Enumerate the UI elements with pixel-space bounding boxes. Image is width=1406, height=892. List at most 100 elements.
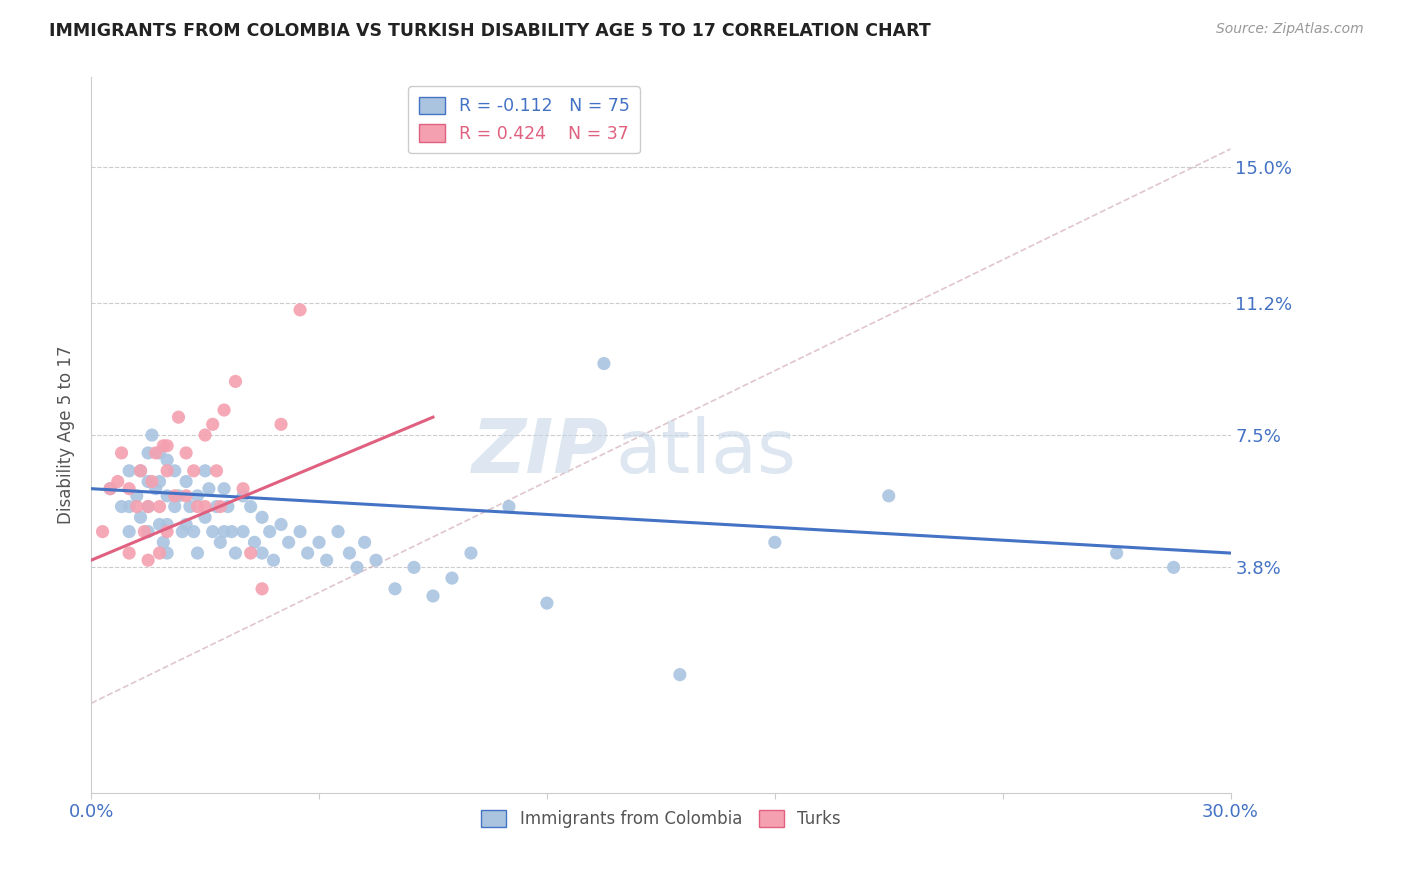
- Point: [201, 524, 224, 539]
- Text: atlas: atlas: [616, 417, 796, 490]
- Point: [212, 403, 235, 417]
- Point: [174, 517, 197, 532]
- Point: [156, 546, 179, 560]
- Point: [250, 582, 273, 596]
- Point: [172, 524, 194, 539]
- Point: [118, 482, 141, 496]
- Point: [239, 500, 262, 514]
- Point: [145, 482, 167, 496]
- Point: [212, 482, 235, 496]
- Point: [118, 524, 141, 539]
- Point: [297, 546, 319, 560]
- Point: [326, 524, 349, 539]
- Point: [136, 446, 159, 460]
- Point: [107, 475, 129, 489]
- Point: [167, 489, 190, 503]
- Point: [183, 464, 205, 478]
- Point: [243, 535, 266, 549]
- Point: [209, 535, 232, 549]
- Point: [118, 546, 141, 560]
- Point: [288, 524, 311, 539]
- Point: [174, 475, 197, 489]
- Point: [1105, 546, 1128, 560]
- Point: [179, 500, 201, 514]
- Point: [205, 464, 228, 478]
- Point: [498, 500, 520, 514]
- Point: [364, 553, 387, 567]
- Point: [186, 500, 208, 514]
- Point: [156, 464, 179, 478]
- Point: [402, 560, 425, 574]
- Point: [422, 589, 444, 603]
- Point: [232, 489, 254, 503]
- Point: [136, 553, 159, 567]
- Point: [174, 446, 197, 460]
- Point: [152, 439, 174, 453]
- Point: [440, 571, 463, 585]
- Y-axis label: Disability Age 5 to 17: Disability Age 5 to 17: [58, 346, 75, 524]
- Point: [194, 510, 217, 524]
- Point: [250, 510, 273, 524]
- Point: [129, 464, 152, 478]
- Point: [118, 500, 141, 514]
- Point: [136, 500, 159, 514]
- Point: [129, 510, 152, 524]
- Point: [277, 535, 299, 549]
- Point: [148, 546, 170, 560]
- Point: [270, 517, 292, 532]
- Point: [141, 475, 163, 489]
- Point: [125, 500, 148, 514]
- Point: [1163, 560, 1185, 574]
- Point: [148, 475, 170, 489]
- Point: [98, 482, 121, 496]
- Text: Source: ZipAtlas.com: Source: ZipAtlas.com: [1216, 22, 1364, 37]
- Point: [384, 582, 406, 596]
- Point: [221, 524, 243, 539]
- Point: [669, 667, 692, 681]
- Point: [346, 560, 368, 574]
- Point: [186, 546, 208, 560]
- Point: [136, 500, 159, 514]
- Point: [593, 357, 616, 371]
- Point: [194, 464, 217, 478]
- Point: [183, 524, 205, 539]
- Point: [209, 500, 232, 514]
- Point: [110, 446, 132, 460]
- Point: [125, 489, 148, 503]
- Point: [156, 517, 179, 532]
- Point: [308, 535, 330, 549]
- Point: [136, 475, 159, 489]
- Point: [91, 524, 114, 539]
- Legend: Immigrants from Colombia, Turks: Immigrants from Colombia, Turks: [475, 803, 848, 834]
- Point: [141, 428, 163, 442]
- Text: ZIP: ZIP: [472, 417, 610, 490]
- Text: IMMIGRANTS FROM COLOMBIA VS TURKISH DISABILITY AGE 5 TO 17 CORRELATION CHART: IMMIGRANTS FROM COLOMBIA VS TURKISH DISA…: [49, 22, 931, 40]
- Point: [262, 553, 284, 567]
- Point: [217, 500, 239, 514]
- Point: [353, 535, 375, 549]
- Point: [198, 482, 221, 496]
- Point: [239, 546, 262, 560]
- Point: [167, 410, 190, 425]
- Point: [118, 464, 141, 478]
- Point: [98, 482, 121, 496]
- Point: [315, 553, 337, 567]
- Point: [460, 546, 482, 560]
- Point: [194, 500, 217, 514]
- Point: [259, 524, 281, 539]
- Point: [156, 453, 179, 467]
- Point: [288, 302, 311, 317]
- Point: [174, 489, 197, 503]
- Point: [763, 535, 786, 549]
- Point: [224, 546, 246, 560]
- Point: [163, 489, 186, 503]
- Point: [148, 517, 170, 532]
- Point: [156, 489, 179, 503]
- Point: [156, 524, 179, 539]
- Point: [270, 417, 292, 432]
- Point: [129, 464, 152, 478]
- Point: [186, 489, 208, 503]
- Point: [156, 439, 179, 453]
- Point: [250, 546, 273, 560]
- Point: [232, 482, 254, 496]
